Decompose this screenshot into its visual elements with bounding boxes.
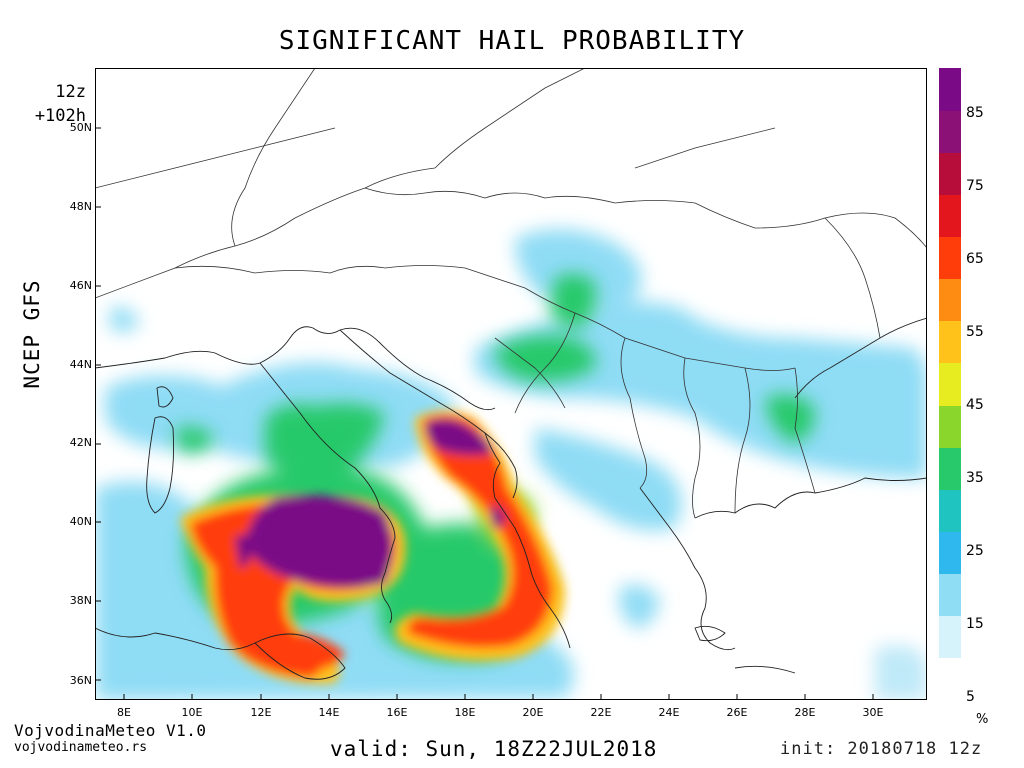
- forecast-lead: +102h: [34, 106, 86, 126]
- colorbar-segment: [939, 615, 961, 659]
- colorbar-label-15: 15: [966, 616, 984, 632]
- colorbar-segment: [939, 657, 961, 701]
- lon-label-24e: 24E: [658, 706, 680, 719]
- lon-label-28e: 28E: [794, 706, 816, 719]
- colorbar-segment: [939, 236, 961, 280]
- colorbar-segment: [939, 320, 961, 364]
- colorbar-label-35: 35: [966, 470, 984, 486]
- lat-label-46n: 46N: [69, 279, 92, 292]
- colorbar-segment: [939, 489, 961, 532]
- colorbar-segment: [939, 531, 961, 575]
- forecast-map: [95, 68, 927, 700]
- lon-label-16e: 16E: [386, 706, 408, 719]
- lon-label-14e: 14E: [318, 706, 340, 719]
- run-cycle: 12z: [55, 82, 86, 102]
- lon-label-8e: 8E: [117, 706, 131, 719]
- lat-label-44n: 44N: [69, 358, 92, 371]
- valid-time: valid: Sun, 18Z22JUL2018: [330, 737, 658, 761]
- lon-label-30e: 30E: [862, 706, 884, 719]
- map-frame: [95, 68, 927, 700]
- colorbar-segment: [939, 405, 961, 448]
- colorbar-label-25: 25: [966, 543, 984, 559]
- colorbar-label-75: 75: [966, 178, 984, 194]
- colorbar-label-45: 45: [966, 397, 984, 413]
- colorbar-label-85: 85: [966, 105, 984, 121]
- country-borders: [95, 68, 927, 519]
- brand-name: VojvodinaMeteo V1.0: [14, 721, 207, 740]
- init-time: init: 20180718 12z: [780, 739, 983, 759]
- lat-label-50n: 50N: [69, 121, 92, 134]
- brand-block: VojvodinaMeteo V1.0 vojvodinameteo.rs: [14, 722, 207, 756]
- map-panel: [95, 68, 927, 700]
- lat-label-40n: 40N: [69, 515, 92, 528]
- colorbar: [939, 68, 961, 701]
- lat-label-42n: 42N: [69, 436, 92, 449]
- lon-label-12e: 12E: [250, 706, 272, 719]
- colorbar-segment: [939, 362, 961, 406]
- colorbar-label-55: 55: [966, 324, 984, 340]
- colorbar-label-65: 65: [966, 251, 984, 267]
- model-label: NCEP GFS: [20, 279, 44, 389]
- map-title: SIGNIFICANT HAIL PROBABILITY: [278, 26, 746, 56]
- colorbar-segment: [939, 68, 961, 111]
- colorbar-segment: [939, 110, 961, 153]
- lat-label-48n: 48N: [69, 200, 92, 213]
- lon-label-22e: 22E: [590, 706, 612, 719]
- lon-label-26e: 26E: [726, 706, 748, 719]
- colorbar-segment: [939, 152, 961, 195]
- run-info: 12z +102h: [8, 80, 86, 128]
- colorbar-segment: [939, 447, 961, 490]
- lon-label-10e: 10E: [181, 706, 203, 719]
- colorbar-segment: [939, 194, 961, 238]
- lat-label-36n: 36N: [69, 674, 92, 687]
- lat-label-38n: 38N: [69, 594, 92, 607]
- colorbar-label-5: 5: [966, 689, 975, 705]
- lon-label-20e: 20E: [522, 706, 544, 719]
- colorbar-segment: [939, 278, 961, 322]
- colorbar-unit: %: [976, 712, 989, 727]
- brand-site: vojvodinameteo.rs: [14, 740, 148, 755]
- hail-field-high: [180, 410, 565, 684]
- lon-label-18e: 18E: [454, 706, 476, 719]
- coastlines: [95, 317, 927, 680]
- colorbar-segment: [939, 573, 961, 617]
